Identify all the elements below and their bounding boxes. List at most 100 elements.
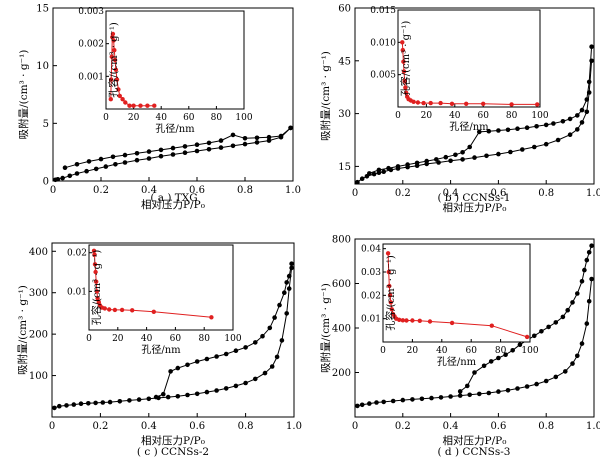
isotherm-series-2-point: [175, 365, 181, 371]
isotherm-series-2-point: [551, 121, 556, 126]
isotherm-series-2-point: [395, 164, 401, 169]
isotherm-series-2-point: [194, 359, 200, 364]
isotherm-series-1-point: [170, 152, 176, 157]
pore-size-series-point: [94, 279, 99, 284]
isotherm-series-2-point: [424, 158, 430, 164]
isotherm-series-1-point: [371, 171, 377, 177]
isotherm-series-2-point: [532, 333, 537, 339]
y-tick-label: 60: [338, 4, 351, 15]
isotherm-series-2-point: [282, 290, 287, 296]
y-axis-label: 吸附量/(cm³ · g⁻¹): [319, 283, 332, 373]
inset-frame: [382, 243, 531, 343]
isotherm-series-1-point: [204, 389, 210, 395]
isotherm-series-2-point: [434, 157, 439, 162]
x-axis-label: 相对压力P/P₀: [141, 198, 205, 211]
isotherm-series-1-point: [266, 138, 272, 143]
inset-x-tick-label: 0: [395, 111, 401, 121]
x-tick-label: 0: [352, 188, 358, 199]
isotherm-series-1-point: [67, 173, 73, 179]
isotherm-series-2-point: [517, 342, 523, 348]
inset-y-axis-label: 孔容/(cm³ · g⁻¹): [90, 250, 103, 326]
isotherm-series-1-point: [214, 388, 219, 393]
isotherm-series-2-point: [266, 134, 272, 140]
y-tick-label: 400: [332, 324, 351, 335]
isotherm-series-1-point: [206, 147, 212, 152]
panel-2: 0 0.2 0.4 0.6 0.8 1.0 15 30 45 60 相对压力P/P₀ 吸附量/(cm³…: [319, 4, 600, 215]
pore-size-series-point: [152, 103, 157, 108]
isotherm-series-1-point: [355, 403, 360, 409]
isotherm-series-1-point: [279, 338, 285, 343]
x-tick-label: 0.8: [238, 421, 254, 432]
isotherm-series-2-point: [486, 128, 492, 134]
pore-size-series-point: [387, 293, 393, 298]
inset-x-axis-label: 孔径/nm: [141, 343, 181, 356]
y-tick-label: 600: [332, 279, 351, 290]
isotherm-series-1-point: [117, 399, 123, 404]
isotherm-series-2-point: [277, 302, 282, 308]
isotherm-series-1-point: [262, 370, 268, 376]
x-tick-label: 0.2: [395, 188, 411, 199]
inset-x-tick-label: 100: [531, 111, 548, 121]
isotherm-series-2-point: [488, 359, 494, 364]
isotherm-series-1-point: [57, 403, 62, 409]
isotherm-series-1-point: [55, 177, 61, 182]
pore-size-series-point: [464, 101, 469, 107]
x-axis-label: 相对压力P/P₀: [141, 434, 205, 447]
plot-frame: [354, 7, 595, 185]
isotherm-series-1-point: [543, 141, 549, 147]
isotherm-series-1-point: [381, 169, 387, 174]
isotherm-series-2-point: [460, 150, 465, 155]
isotherm-series-2-point: [218, 138, 224, 143]
isotherm-series-1-point: [218, 145, 224, 150]
isotherm-series-2-point: [534, 124, 539, 129]
pore-size-series-point: [112, 48, 117, 53]
inset-x-tick-label: 60: [170, 334, 182, 344]
isotherm-series-2-point: [284, 280, 290, 285]
isotherm-series-2-point: [242, 136, 248, 141]
inset-x-tick-label: 40: [155, 113, 167, 123]
pore-size-series-point: [417, 318, 422, 323]
pore-size-series-point: [114, 77, 120, 82]
isotherm-series-1-point: [359, 402, 365, 408]
isotherm-series-1-point: [182, 150, 188, 155]
isotherm-series-1-point: [419, 396, 425, 402]
isotherm-series-1-point: [103, 164, 109, 169]
inset-y-tick-label: 0.02: [67, 249, 87, 259]
isotherm-series-1-point: [484, 153, 489, 159]
isotherm-series-1-point: [134, 157, 140, 163]
isotherm-series-2-point: [496, 128, 501, 133]
isotherm-series-2-point: [204, 356, 210, 362]
x-tick-label: 1.0: [586, 188, 600, 199]
isotherm-series-2-point: [579, 107, 585, 113]
isotherm-series-2-point: [477, 129, 482, 135]
y-tick-label: 400: [29, 247, 48, 258]
isotherm-series-1-point: [410, 397, 415, 402]
isotherm-series-2-point: [505, 127, 511, 133]
isotherm-series-2-point: [272, 315, 277, 320]
x-tick-label: 0.6: [189, 421, 205, 432]
inset-x-tick-label: 60: [477, 111, 489, 121]
isotherm-series-2-point: [86, 159, 92, 164]
isotherm-series-2-point: [481, 363, 487, 369]
inset-chart: 0 20 40 60 80 100 0.01 0.02 0.03 0.04 孔径/nm 孔容/(cm³…: [361, 243, 539, 368]
inset-x-tick-label: 100: [235, 113, 252, 123]
inset-x-tick-label: 60: [183, 113, 195, 123]
isotherm-series-1-point: [52, 405, 57, 411]
isotherm-series-2-point: [286, 273, 292, 279]
isotherm-series-1-point: [93, 166, 99, 172]
pore-size-series-point: [397, 317, 402, 322]
inset-x-tick-label: 20: [421, 111, 433, 121]
isotherm-series-2-point: [467, 144, 473, 150]
isotherm-series-1-point: [93, 400, 98, 406]
x-tick-label: 0.4: [141, 421, 157, 432]
pore-size-series-point: [404, 318, 409, 323]
isotherm-series-1-point: [359, 176, 365, 181]
pore-size-series-point: [428, 100, 433, 106]
isotherm-series-1-point: [127, 398, 132, 403]
isotherm-series-1-point: [584, 109, 590, 115]
isotherm-series-2-point: [543, 122, 549, 128]
isotherm-series-1-point: [555, 137, 561, 143]
pore-size-series-point: [131, 103, 136, 108]
pore-size-series-point: [94, 289, 100, 294]
pore-size-series-point: [127, 103, 132, 108]
